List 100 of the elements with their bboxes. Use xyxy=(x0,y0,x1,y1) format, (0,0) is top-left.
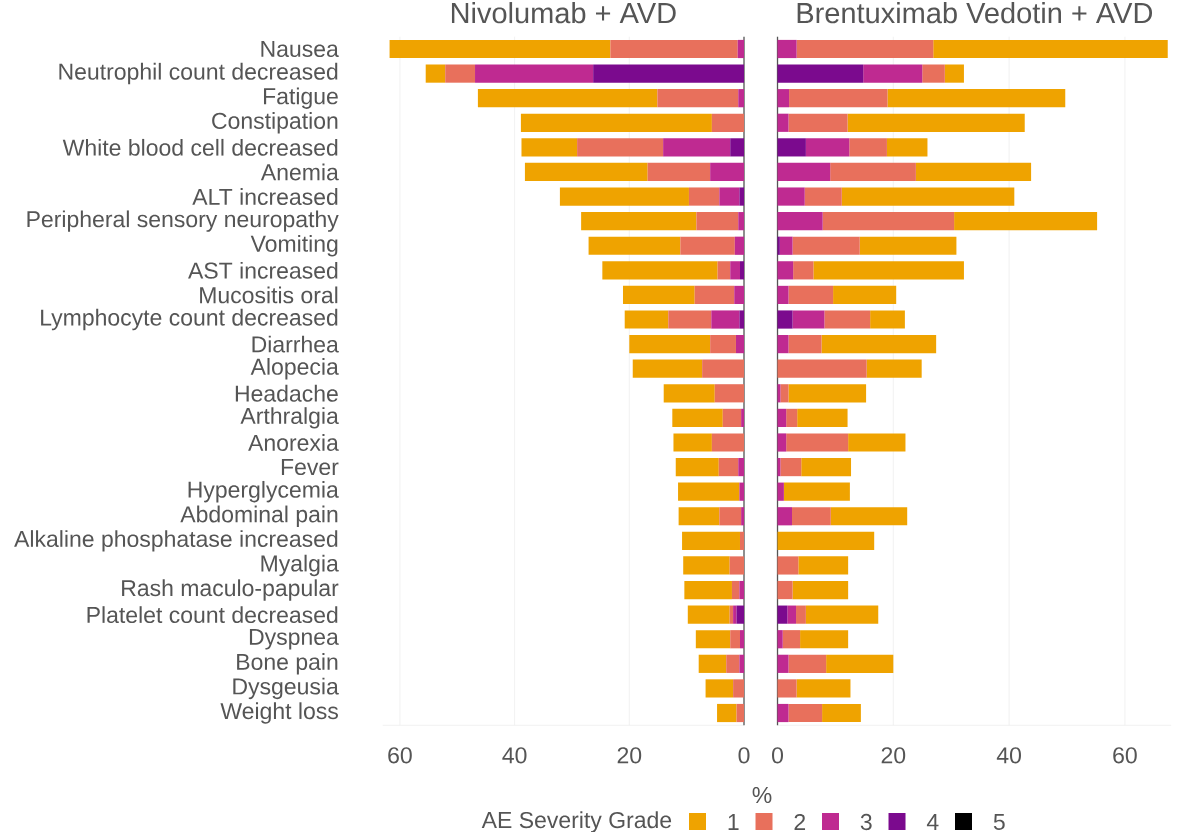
bar xyxy=(680,236,735,255)
y-tick-label: White blood cell decreased xyxy=(62,138,338,156)
bar xyxy=(739,580,744,600)
bar xyxy=(672,408,723,427)
bar xyxy=(796,605,806,624)
bar xyxy=(581,212,697,231)
bar xyxy=(477,89,658,108)
bar xyxy=(731,580,740,600)
bar xyxy=(736,703,744,723)
y-tick-label: Hyperglycemia xyxy=(188,480,339,503)
y-tick-label: Constipation xyxy=(212,112,338,134)
bar xyxy=(705,679,734,698)
chart-title: Nivolumab + AVD xyxy=(451,2,676,24)
bar xyxy=(944,64,964,83)
bar xyxy=(688,187,720,206)
bar xyxy=(822,212,955,231)
bar xyxy=(602,261,718,280)
y-tick-label: Peripheral sensory neuropathy xyxy=(27,210,339,232)
bar xyxy=(915,162,1032,182)
bar xyxy=(734,236,744,255)
bar xyxy=(719,507,742,526)
bar xyxy=(887,89,1066,108)
bar xyxy=(791,507,831,526)
bar xyxy=(847,113,1025,132)
bar xyxy=(849,138,887,157)
bar xyxy=(824,310,871,329)
bar xyxy=(520,113,712,132)
bar xyxy=(777,482,784,501)
bar xyxy=(777,261,794,280)
legend-label: 3 xyxy=(860,813,872,831)
bar xyxy=(779,236,793,255)
y-tick-label: ALT increased xyxy=(192,188,338,205)
bar xyxy=(780,384,789,403)
bar xyxy=(826,654,894,673)
legend-title: AE Severity Grade xyxy=(481,811,672,832)
y-tick-label: Alopecia xyxy=(250,357,339,380)
y-tick-label: Neutrophil count decreased xyxy=(59,62,338,85)
x-tick-label: 40 xyxy=(996,747,1021,764)
bar xyxy=(777,39,797,59)
y-tick-label: Nausea xyxy=(261,40,339,58)
bar xyxy=(787,605,797,624)
y-tick-label: Arthralgia xyxy=(240,407,339,429)
x-tick-label: 60 xyxy=(388,747,412,764)
bar xyxy=(788,703,823,723)
bar xyxy=(841,187,1015,206)
bar xyxy=(922,64,945,83)
bar xyxy=(933,39,1168,59)
bar xyxy=(475,64,594,83)
bar xyxy=(848,433,906,452)
bar xyxy=(577,138,664,157)
bar xyxy=(805,605,879,624)
bar xyxy=(678,507,720,526)
bar xyxy=(777,630,783,649)
bar xyxy=(796,679,851,698)
bar xyxy=(673,433,712,452)
bar xyxy=(730,630,740,649)
bar xyxy=(777,359,867,378)
bar xyxy=(954,212,1098,231)
bar xyxy=(788,654,827,673)
bar xyxy=(610,39,738,59)
bar xyxy=(741,507,744,526)
bar xyxy=(663,138,731,157)
bar xyxy=(682,531,740,550)
y-tick-label: Dysgeusia xyxy=(233,677,339,700)
bar xyxy=(777,113,789,132)
bar xyxy=(730,138,744,157)
bar xyxy=(739,187,744,206)
y-tick-label: Bone pain xyxy=(237,653,338,675)
bar xyxy=(711,310,740,329)
y-tick-label: Fever xyxy=(281,459,339,476)
bar xyxy=(822,703,861,723)
bar xyxy=(684,580,732,600)
bar xyxy=(737,39,744,59)
y-tick-label: Weight loss xyxy=(220,702,338,724)
bar xyxy=(719,187,740,206)
bar xyxy=(718,457,739,477)
bar xyxy=(668,310,712,329)
bar xyxy=(866,359,922,378)
bar xyxy=(777,310,793,329)
bar xyxy=(694,285,735,305)
bar xyxy=(675,457,719,477)
bar xyxy=(663,384,715,403)
bar xyxy=(777,89,790,108)
bar xyxy=(722,408,742,427)
bar xyxy=(801,457,852,477)
bar xyxy=(780,457,802,477)
bar xyxy=(741,408,744,427)
bar xyxy=(738,212,744,231)
bar xyxy=(830,162,916,182)
bar xyxy=(777,212,823,231)
bar xyxy=(738,89,744,108)
bar xyxy=(863,64,923,83)
bar xyxy=(647,162,711,182)
bar xyxy=(870,310,905,329)
x-axis-title: % xyxy=(752,786,772,804)
legend-label: 4 xyxy=(926,814,939,830)
chart-title: Brentuximab Vedotin + AVD xyxy=(797,2,1153,24)
bar xyxy=(734,285,744,305)
legend-label: 5 xyxy=(993,813,1005,831)
bar xyxy=(678,482,740,501)
